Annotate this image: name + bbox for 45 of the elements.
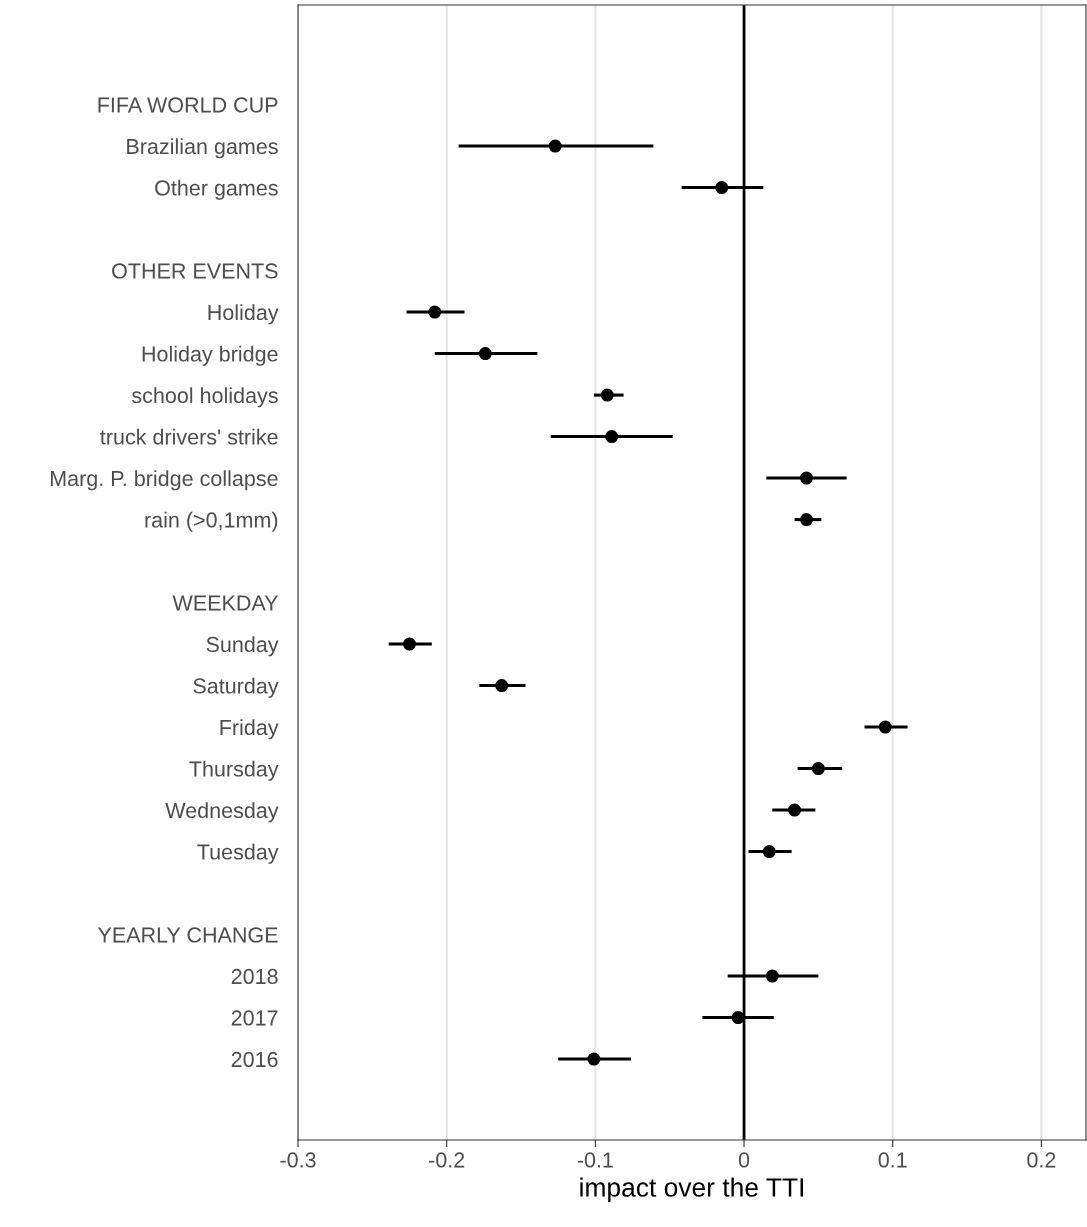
y-tick-label: Saturday [193, 677, 279, 698]
y-tick-label: school holidays [131, 387, 278, 408]
y-tick-label: truck drivers' strike [100, 428, 278, 445]
point [788, 803, 802, 817]
x-tick-label: -0.3 [280, 1152, 316, 1168]
point [799, 471, 813, 485]
y-tick-label: 2017 [231, 1010, 278, 1026]
point [600, 388, 614, 402]
point [403, 637, 417, 651]
y-tick-label: Thursday [189, 760, 279, 781]
y-tick-label: Friday [220, 719, 279, 740]
point [587, 1052, 601, 1066]
x-tick-label: 0 [738, 1152, 750, 1168]
y-tick-label: Sunday [206, 636, 279, 657]
point [478, 347, 492, 361]
point [762, 845, 776, 859]
y-tick-label: WEEKDAY [172, 595, 279, 611]
y-tick-label: YEARLY CHANGE [97, 927, 278, 943]
x-tick-label: -0.1 [577, 1152, 613, 1168]
point [715, 181, 729, 195]
y-tick-label: 2016 [231, 1051, 278, 1068]
x-tick-label: 0.2 [1027, 1152, 1056, 1168]
point [548, 139, 562, 153]
point [878, 720, 892, 734]
y-tick-label: Marg. P. bridge collapse [50, 470, 278, 491]
y-tick-label: Holiday bridge [142, 345, 278, 366]
point [731, 1011, 745, 1025]
y-tick-label: Holiday [208, 304, 279, 325]
point [811, 762, 825, 776]
y-tick-label: Wednesday [165, 802, 279, 823]
y-tick-label: Other games [155, 179, 278, 200]
y-tick-label: 2018 [231, 968, 278, 985]
point [495, 679, 509, 693]
point [428, 305, 442, 319]
point [765, 969, 779, 983]
y-tick-label: rain (>0,1mm) [145, 511, 278, 532]
y-tick-label: OTHER EVENTS [112, 263, 278, 279]
y-tick-label: FIFA WORLD CUP [98, 97, 278, 113]
x-axis-title: impact over the TTI [580, 1177, 803, 1203]
point [799, 513, 813, 527]
y-tick-label: Brazilian games [127, 138, 278, 159]
y-tick-label: Tuesday [197, 843, 279, 864]
point [605, 430, 619, 444]
x-tick-label: -0.2 [429, 1152, 465, 1168]
x-tick-label: 0.1 [878, 1152, 907, 1168]
